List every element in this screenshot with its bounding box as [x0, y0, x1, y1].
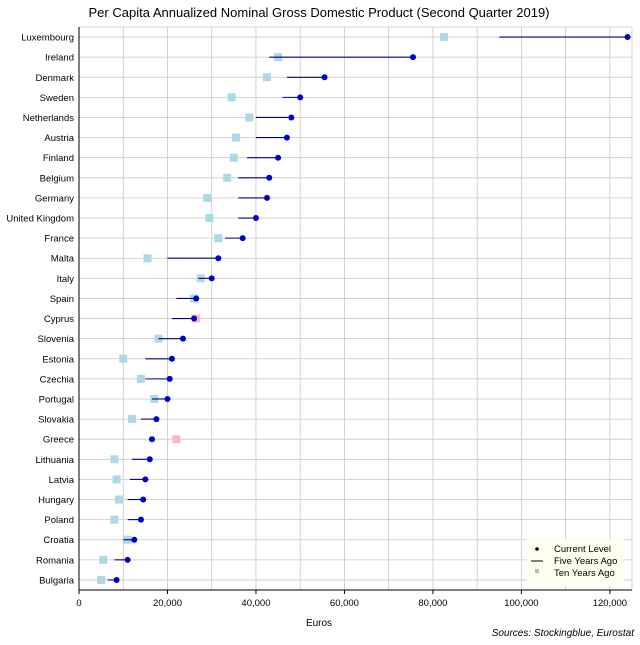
y-tick-label: Lithuania [35, 455, 74, 466]
y-tick-label: Estonia [42, 354, 74, 365]
ten-years-ago-marker [245, 113, 254, 122]
y-tick-label: United Kingdom [6, 214, 74, 225]
chart-title: Per Capita Annualized Nominal Gross Dome… [89, 5, 550, 20]
current-level-point [142, 476, 149, 483]
ten-years-ago-marker [110, 515, 119, 524]
y-tick-label: Portugal [39, 394, 74, 405]
ten-years-ago-marker [119, 354, 128, 363]
y-tick-label: Latvia [49, 475, 75, 486]
grid [78, 26, 633, 590]
current-level-point [148, 436, 155, 443]
legend-current-marker [535, 547, 539, 551]
ten-years-ago-marker [110, 455, 119, 464]
x-axis-label: Euros [306, 618, 332, 629]
x-tick-label: 60,000 [330, 598, 359, 609]
current-level-point [288, 114, 295, 121]
y-tick-label: Slovakia [38, 415, 75, 426]
y-tick-label: Sweden [40, 93, 74, 104]
ten-years-ago-marker [97, 575, 106, 584]
legend-box [526, 539, 624, 586]
current-level-point [283, 134, 290, 141]
ten-years-ago-marker [128, 415, 137, 424]
current-level-point [168, 355, 175, 362]
current-level-point [137, 516, 144, 523]
current-level-point [131, 536, 138, 543]
y-tick-label: Cyprus [44, 314, 74, 325]
y-tick-label: France [44, 234, 74, 245]
y-tick-label: Ireland [45, 53, 74, 64]
current-level-point [321, 74, 328, 81]
x-tick-label: 40,000 [241, 598, 270, 609]
x-tick-label: 80,000 [418, 598, 447, 609]
ten-years-ago-marker [172, 435, 181, 444]
current-level-point [124, 556, 131, 563]
y-tick-label: Greece [43, 435, 74, 446]
current-level-point [153, 416, 160, 423]
ten-years-ago-marker [223, 173, 232, 182]
y-tick-label: Czechia [40, 374, 75, 385]
y-tick-label: Luxembourg [21, 33, 74, 44]
y-tick-label: Croatia [43, 535, 74, 546]
y-tick-label: Denmark [35, 73, 74, 84]
current-level-point [166, 375, 173, 382]
legend-current-label: Current Level [554, 544, 611, 555]
ten-years-ago-marker [214, 234, 223, 243]
x-tick-label: 20,000 [153, 598, 182, 609]
legend-ten-label: Ten Years Ago [554, 568, 615, 579]
y-tick-label: Hungary [38, 495, 74, 506]
y-tick-label: Romania [36, 555, 75, 566]
current-level-point [410, 54, 417, 61]
ten-years-ago-marker [439, 33, 448, 42]
current-level-point [252, 215, 259, 222]
ten-years-ago-marker [263, 73, 272, 82]
legend: Current Level Five Years Ago Ten Years A… [526, 539, 624, 586]
axes: Luxembourg Ireland Denmark Sweden Netherland… [6, 27, 632, 609]
current-level-point [208, 275, 215, 282]
current-level-point [297, 94, 304, 101]
source-note: Sources: Stockingblue, Eurostat [492, 628, 636, 639]
x-tick-label: 120,000 [593, 598, 627, 609]
x-tick-label: 100,000 [504, 598, 538, 609]
current-level-point [275, 154, 282, 161]
current-level-point [264, 194, 271, 201]
current-level-point [113, 576, 120, 583]
y-tick-label: Italy [57, 274, 75, 285]
y-tick-label: Slovenia [38, 334, 75, 345]
current-level-point [266, 174, 273, 181]
ten-years-ago-marker [232, 133, 241, 142]
current-level-point [146, 456, 153, 463]
current-level-point [239, 235, 246, 242]
ten-years-ago-marker [205, 214, 214, 223]
current-level-point [215, 255, 222, 262]
current-level-point [191, 315, 198, 322]
ten-years-ago-marker [143, 254, 152, 263]
y-tick-label: Spain [50, 294, 74, 305]
ten-years-ago-marker [203, 193, 212, 202]
legend-five-label: Five Years Ago [554, 556, 617, 567]
y-tick-label: Poland [44, 515, 74, 526]
legend-ten-marker [535, 569, 539, 573]
y-tick-label: Finland [43, 153, 74, 164]
current-level-point [140, 496, 147, 503]
ten-years-ago-marker [227, 93, 236, 102]
ten-years-ago-marker [112, 475, 121, 484]
ten-years-ago-marker [99, 555, 108, 564]
ten-years-ago-marker [229, 153, 238, 162]
current-level-point [164, 395, 171, 402]
chart-marks [97, 33, 631, 584]
ten-years-ago-marker [136, 374, 145, 383]
x-tick-label: 0 [76, 598, 81, 609]
y-tick-label: Belgium [40, 173, 74, 184]
y-tick-label: Bulgaria [39, 575, 75, 586]
current-level-point [193, 295, 200, 302]
ten-years-ago-marker [114, 495, 123, 504]
y-tick-label: Austria [44, 133, 74, 144]
y-tick-label: Germany [35, 193, 74, 204]
current-level-point [624, 34, 631, 41]
y-tick-label: Netherlands [23, 113, 74, 124]
y-tick-label: Malta [51, 254, 75, 265]
current-level-point [179, 335, 186, 342]
